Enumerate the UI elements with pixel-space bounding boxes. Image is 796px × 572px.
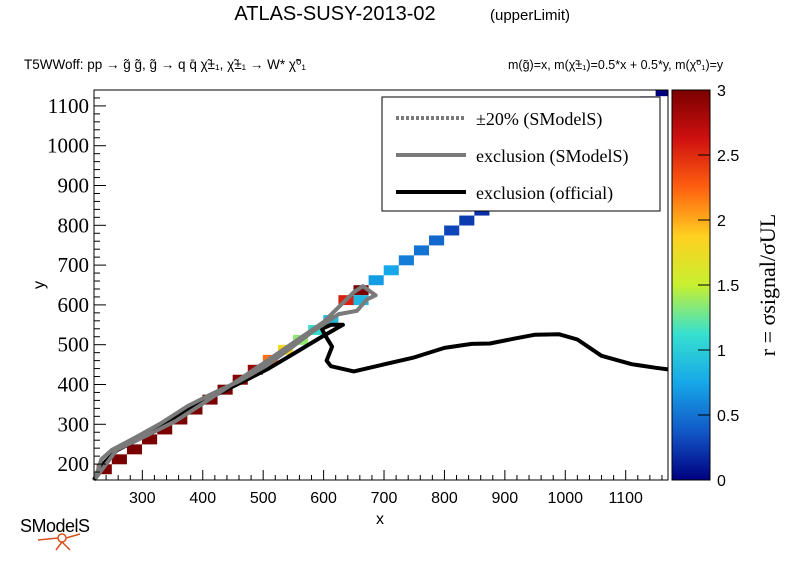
x-tick-label: 500 (250, 490, 277, 507)
y-tick-label: 1100 (48, 94, 89, 118)
heatmap-cell (459, 215, 475, 226)
heatmap-cell (444, 225, 460, 236)
chart-title-note: (upperLimit) (490, 7, 570, 24)
heatmap-cell (353, 285, 369, 296)
heatmap-cell (353, 295, 369, 306)
x-tick-label: 300 (129, 490, 156, 507)
logo-diagram-icon (37, 533, 81, 551)
heatmap-cell (368, 275, 384, 286)
logo-text: SModelS (20, 516, 90, 536)
chart-title: ATLAS-SUSY-2013-02 (234, 3, 435, 25)
y-tick-label: 500 (58, 333, 90, 357)
x-axis-label: x (376, 511, 384, 528)
legend: ±20% (SModelS) exclusion (SModelS) exclusi… (381, 96, 661, 212)
colorbar-tick-label: 2.5 (717, 148, 739, 165)
colorbar-label: r = σsignal/σUL (755, 214, 780, 356)
y-tick-label: 1000 (47, 134, 89, 158)
process-label: T5WWoff: pp → g̃ g̃, g̃ → q q̄ χ̃±₁, χ̃±… (24, 57, 306, 72)
heatmap-cell (157, 424, 173, 435)
heatmap-cell (383, 265, 399, 276)
heatmap-cell (655, 90, 668, 97)
legend-label: exclusion (official) (476, 183, 613, 204)
y-axis: 200 300 400 500 600 700 800 900 1000 1100 (47, 89, 106, 476)
y-axis-label: y (31, 281, 48, 289)
colorbar-tick-label: 1.5 (717, 278, 739, 295)
x-tick-label: 800 (431, 490, 458, 507)
colorbar: 0 0.5 1 1.5 2 2.5 3 r = σsignal/σUL (671, 83, 780, 490)
y-tick-label: 900 (58, 174, 90, 198)
x-axis: 300 400 500 600 700 800 900 1000 1100 (93, 470, 663, 507)
x-tick-label: 600 (310, 490, 337, 507)
heatmap-cell (126, 444, 143, 455)
y-tick-label: 600 (58, 293, 90, 317)
y-tick-label: 400 (58, 372, 90, 396)
y-tick-label: 300 (58, 412, 90, 436)
series-line (93, 284, 378, 480)
smodels-logo: SModelS (20, 516, 91, 551)
heatmap-cell (398, 255, 414, 266)
heatmap-cell (413, 245, 430, 256)
y-tick-label: 200 (58, 452, 90, 476)
heatmap-cell (142, 434, 158, 445)
exclusion-curves (92, 284, 669, 481)
colorbar-tick-label: 2 (717, 213, 726, 230)
heatmap-cell (111, 454, 127, 465)
x-tick-label: 1100 (609, 490, 644, 507)
legend-label: exclusion (SModelS) (476, 146, 629, 167)
x-tick-label: 700 (371, 490, 398, 507)
x-tick-label: 900 (492, 490, 519, 507)
heatmap-cell (429, 235, 445, 246)
colorbar-tick-label: 3 (717, 83, 726, 100)
y-tick-label: 700 (58, 253, 90, 277)
colorbar-tick-label: 0.5 (717, 408, 739, 425)
colorbar-tick-label: 0 (717, 473, 726, 490)
x-tick-label: 400 (189, 490, 216, 507)
legend-label: ±20% (SModelS) (476, 109, 602, 130)
mass-relations-label: m(g̃)=x, m(χ̃±₁)=0.5*x + 0.5*y, m(χ̃⁰₁)=… (508, 58, 724, 72)
y-tick-label: 800 (58, 213, 90, 237)
x-tick-label: 1000 (547, 490, 583, 507)
colorbar-tick-label: 1 (717, 343, 726, 360)
plot-frame (93, 89, 669, 481)
